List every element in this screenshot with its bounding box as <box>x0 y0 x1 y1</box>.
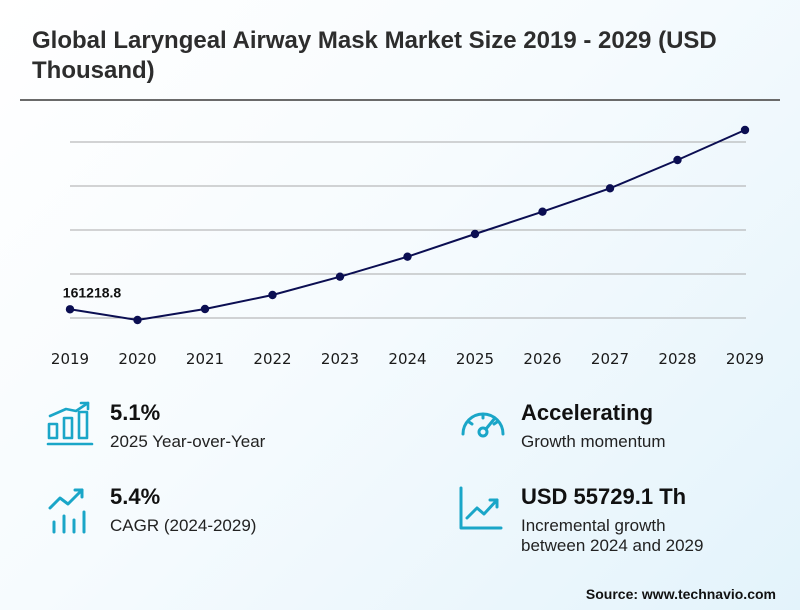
x-tick-2027: 2027 <box>591 350 629 368</box>
stat-yoy-caption: 2025 Year-over-Year <box>110 432 266 451</box>
data-labels: 161218.8 <box>63 284 122 300</box>
x-tick-2029: 2029 <box>726 350 764 368</box>
trend-bars-icon <box>48 488 86 534</box>
x-tick-2019: 2019 <box>51 350 89 368</box>
series-polyline <box>69 129 746 322</box>
stat-cagr-value: 5.4% <box>110 484 161 509</box>
line-chart: 2019 2020 2021 2022 2023 2024 2025 2026 2027 2028… <box>51 125 764 368</box>
data-points <box>65 125 750 325</box>
data-point-2020 <box>133 315 142 325</box>
data-point-2021 <box>200 304 210 314</box>
stat-cagr-caption: CAGR (2024-2029) <box>110 516 257 535</box>
x-tick-2022: 2022 <box>253 350 291 368</box>
x-tick-2023: 2023 <box>321 350 359 368</box>
stat-incremental-caption-line1: Incremental growth <box>521 516 666 535</box>
x-tick-labels: 2019 2020 2021 2022 2023 2024 2025 2026 2027 2028… <box>51 350 764 368</box>
data-point-2023 <box>335 272 345 281</box>
stat-momentum-caption: Growth momentum <box>521 432 666 451</box>
x-tick-2024: 2024 <box>388 350 426 368</box>
chart-title: Global Laryngeal Airway Mask Market Size… <box>32 27 717 84</box>
series-line <box>69 129 746 322</box>
data-point-2025 <box>470 229 480 239</box>
line-chart-icon <box>459 486 503 530</box>
x-tick-2021: 2021 <box>186 350 224 368</box>
bar-growth-icon <box>46 401 94 446</box>
stat-momentum-value: Accelerating <box>521 400 654 425</box>
data-label-2019: 161218.8 <box>63 284 122 300</box>
data-point-2026 <box>538 207 547 216</box>
stat-incremental-caption: Incremental growth between 2024 and 2029 <box>521 516 703 556</box>
data-point-2027 <box>605 184 615 193</box>
data-point-2029 <box>740 125 750 135</box>
data-point-2022 <box>268 290 277 300</box>
data-point-2019 <box>65 305 75 314</box>
source-credit: Source: www.technavio.com <box>585 586 776 602</box>
x-tick-2026: 2026 <box>523 350 561 368</box>
title-divider <box>20 99 780 101</box>
stat-incremental-value: USD 55729.1 Th <box>521 484 687 509</box>
speedometer-icon <box>461 412 505 438</box>
stat-incremental-caption-line2: between 2024 and 2029 <box>521 536 704 555</box>
gridlines <box>70 141 746 319</box>
stat-yoy-value: 5.1% <box>110 400 161 425</box>
x-tick-2020: 2020 <box>118 350 156 368</box>
data-point-2028 <box>673 155 682 165</box>
data-point-2024 <box>403 252 412 261</box>
x-tick-2028: 2028 <box>658 350 696 368</box>
x-tick-2025: 2025 <box>456 350 494 368</box>
